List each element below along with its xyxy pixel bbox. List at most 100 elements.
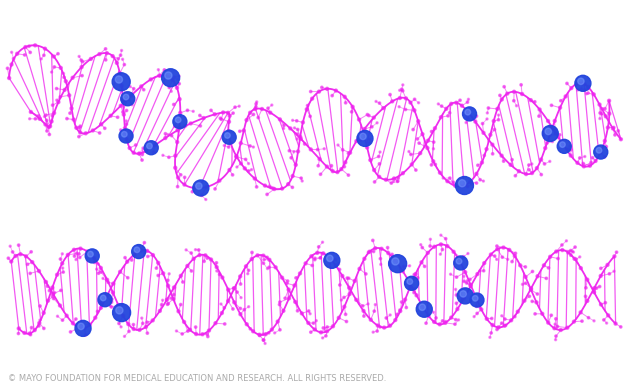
Circle shape bbox=[494, 255, 496, 257]
Circle shape bbox=[327, 255, 333, 262]
Circle shape bbox=[574, 246, 576, 248]
Circle shape bbox=[404, 276, 418, 290]
Circle shape bbox=[214, 322, 217, 325]
Circle shape bbox=[43, 54, 45, 57]
Circle shape bbox=[453, 181, 454, 184]
Circle shape bbox=[178, 98, 181, 101]
Circle shape bbox=[566, 326, 569, 329]
Circle shape bbox=[514, 175, 516, 177]
Circle shape bbox=[594, 145, 608, 159]
Circle shape bbox=[501, 315, 503, 317]
Circle shape bbox=[518, 170, 520, 173]
Circle shape bbox=[538, 108, 541, 111]
Circle shape bbox=[391, 100, 394, 103]
Circle shape bbox=[121, 92, 135, 106]
Circle shape bbox=[117, 303, 119, 307]
Circle shape bbox=[398, 106, 400, 108]
Circle shape bbox=[99, 307, 102, 309]
Circle shape bbox=[125, 123, 128, 125]
Circle shape bbox=[457, 288, 473, 304]
Circle shape bbox=[290, 156, 293, 159]
Circle shape bbox=[223, 135, 226, 137]
Circle shape bbox=[91, 129, 94, 132]
Circle shape bbox=[268, 266, 270, 268]
Circle shape bbox=[549, 255, 552, 258]
Circle shape bbox=[80, 66, 83, 69]
Circle shape bbox=[599, 112, 601, 114]
Circle shape bbox=[303, 143, 306, 145]
Circle shape bbox=[599, 117, 601, 120]
Circle shape bbox=[587, 92, 589, 94]
Circle shape bbox=[291, 175, 294, 177]
Circle shape bbox=[349, 151, 351, 154]
Circle shape bbox=[235, 155, 238, 158]
Circle shape bbox=[374, 303, 376, 306]
Circle shape bbox=[612, 126, 615, 129]
Circle shape bbox=[534, 313, 537, 315]
Circle shape bbox=[267, 268, 269, 269]
Circle shape bbox=[421, 133, 424, 136]
Circle shape bbox=[569, 145, 571, 147]
Circle shape bbox=[348, 286, 351, 289]
Circle shape bbox=[559, 106, 562, 109]
Circle shape bbox=[403, 265, 404, 268]
Circle shape bbox=[28, 45, 30, 48]
Circle shape bbox=[294, 300, 296, 303]
Circle shape bbox=[413, 291, 415, 294]
Circle shape bbox=[176, 141, 179, 144]
Circle shape bbox=[554, 132, 556, 134]
Circle shape bbox=[487, 112, 489, 114]
Circle shape bbox=[528, 168, 530, 171]
Circle shape bbox=[73, 248, 75, 251]
Circle shape bbox=[128, 147, 131, 149]
Circle shape bbox=[47, 299, 49, 302]
Circle shape bbox=[248, 170, 250, 172]
Circle shape bbox=[281, 187, 284, 190]
Circle shape bbox=[322, 252, 325, 255]
Circle shape bbox=[177, 78, 179, 80]
Circle shape bbox=[525, 172, 528, 176]
Circle shape bbox=[440, 234, 442, 236]
Circle shape bbox=[616, 251, 617, 254]
Circle shape bbox=[240, 142, 242, 145]
Circle shape bbox=[367, 251, 370, 254]
Circle shape bbox=[482, 131, 485, 134]
Circle shape bbox=[176, 185, 179, 188]
Circle shape bbox=[437, 103, 439, 105]
Circle shape bbox=[43, 327, 45, 330]
Circle shape bbox=[317, 246, 320, 248]
Circle shape bbox=[45, 114, 47, 116]
Circle shape bbox=[566, 82, 568, 85]
Circle shape bbox=[475, 296, 478, 299]
Circle shape bbox=[258, 334, 261, 337]
Circle shape bbox=[78, 55, 80, 57]
Circle shape bbox=[489, 133, 492, 136]
Circle shape bbox=[479, 307, 481, 309]
Circle shape bbox=[304, 262, 307, 265]
Circle shape bbox=[123, 64, 126, 66]
Circle shape bbox=[540, 174, 542, 176]
Circle shape bbox=[358, 118, 361, 121]
Circle shape bbox=[386, 246, 389, 249]
Circle shape bbox=[432, 311, 434, 313]
Circle shape bbox=[123, 132, 126, 135]
Circle shape bbox=[138, 328, 141, 332]
Circle shape bbox=[392, 181, 394, 183]
Circle shape bbox=[179, 174, 182, 176]
Circle shape bbox=[162, 154, 164, 156]
Circle shape bbox=[541, 312, 544, 315]
Circle shape bbox=[201, 333, 204, 336]
Circle shape bbox=[573, 320, 576, 323]
Circle shape bbox=[536, 293, 538, 295]
Circle shape bbox=[227, 300, 229, 303]
Circle shape bbox=[65, 314, 68, 317]
Circle shape bbox=[483, 154, 485, 157]
Circle shape bbox=[81, 74, 83, 77]
Circle shape bbox=[202, 117, 205, 120]
Circle shape bbox=[378, 163, 380, 165]
Circle shape bbox=[509, 163, 512, 167]
Circle shape bbox=[262, 339, 265, 341]
Circle shape bbox=[250, 257, 253, 261]
Circle shape bbox=[325, 330, 329, 333]
Circle shape bbox=[255, 103, 257, 105]
